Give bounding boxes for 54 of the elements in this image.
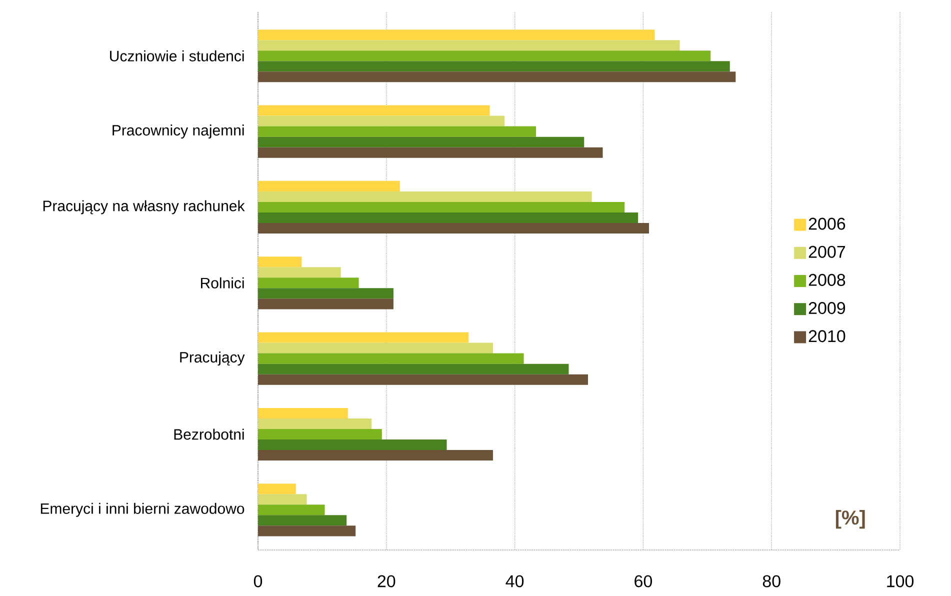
bar <box>258 526 356 536</box>
bar <box>258 278 359 288</box>
bar <box>258 136 584 148</box>
bar <box>258 50 711 62</box>
y-tick-label: Pracujący <box>180 352 245 366</box>
x-tick-label: 20 <box>378 575 396 588</box>
y-tick-label: Emeryci i inni bierni zawodowo <box>40 502 244 517</box>
bar <box>258 72 736 82</box>
bar <box>258 256 302 268</box>
x-tick-label: 60 <box>634 575 652 588</box>
bar <box>258 418 372 429</box>
legend-label: 2006 <box>808 218 846 230</box>
bar <box>258 408 348 418</box>
bar <box>258 450 493 461</box>
bar <box>258 288 394 299</box>
bar <box>258 484 296 494</box>
bar <box>258 180 400 192</box>
legend-label: 2009 <box>808 302 846 314</box>
bar <box>258 494 307 505</box>
bar <box>258 116 505 126</box>
y-tick-label: Pracujący na własny rachunek <box>43 200 245 214</box>
bar <box>258 364 569 374</box>
bar <box>258 504 325 516</box>
bar <box>258 353 524 364</box>
bar <box>258 212 638 223</box>
y-tick-label: Uczniowie i studenci <box>110 50 244 62</box>
legend-label: 2008 <box>808 274 846 286</box>
bar <box>258 267 341 278</box>
y-tick-label: Pracownicy najemni <box>112 124 244 139</box>
bar <box>258 223 649 234</box>
y-tick-label: Rolnici <box>201 277 244 288</box>
bar <box>258 342 493 354</box>
bar <box>258 30 655 40</box>
bar <box>258 428 382 440</box>
bar <box>258 40 680 51</box>
x-tick-label: 80 <box>762 575 780 588</box>
x-tick-label: 0 <box>254 575 262 588</box>
bar <box>258 191 592 202</box>
x-tick-label: 100 <box>887 575 914 588</box>
bar <box>258 374 588 385</box>
bar <box>258 332 469 343</box>
annotation: [%] <box>836 510 865 529</box>
bar <box>258 126 536 137</box>
bar <box>258 439 447 450</box>
y-tick-label: Bezrobotni <box>174 428 244 440</box>
bar <box>258 515 347 526</box>
x-tick-label: 40 <box>506 575 524 588</box>
bar <box>258 147 603 158</box>
bar <box>258 105 490 116</box>
bar <box>258 298 394 310</box>
legend-label: 2007 <box>808 246 845 258</box>
legend-label: 2010 <box>808 330 846 342</box>
bar <box>258 61 730 72</box>
bar <box>258 202 625 212</box>
